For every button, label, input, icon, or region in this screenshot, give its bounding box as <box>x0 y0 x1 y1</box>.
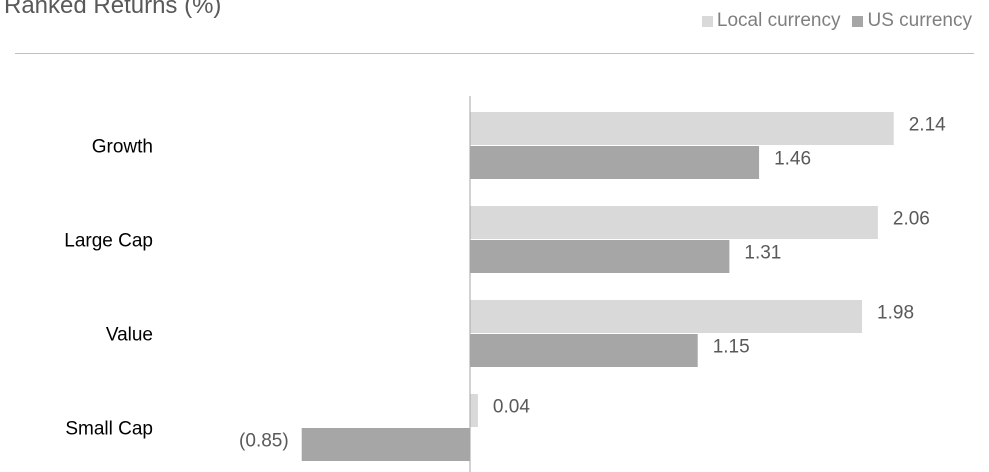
legend-swatch-local <box>701 15 713 27</box>
chart-title: Ranked Returns (%) <box>4 0 222 19</box>
legend-label-local: Local currency <box>716 10 841 31</box>
bar-value-us <box>470 334 698 367</box>
legend-item-us: US currency <box>852 10 972 32</box>
bar-small-cap-local <box>470 394 478 427</box>
value-label-value-local: 1.98 <box>877 303 914 324</box>
bar-growth-local <box>470 112 894 145</box>
bar-value-local <box>470 300 863 333</box>
header-divider <box>15 53 974 54</box>
legend-item-local: Local currency <box>701 10 841 32</box>
value-label-large-cap-us: 1.31 <box>744 243 781 264</box>
legend-label-us: US currency <box>867 10 972 31</box>
legend-swatch-us <box>852 15 864 27</box>
category-label-small-cap: Small Cap <box>65 419 153 440</box>
bar-large-cap-us <box>470 240 730 273</box>
bar-small-cap-us <box>301 428 470 461</box>
bar-large-cap-local <box>470 206 878 239</box>
bar-growth-us <box>470 146 760 179</box>
value-label-small-cap-us: (0.85) <box>239 431 289 452</box>
value-label-value-us: 1.15 <box>713 337 750 358</box>
value-label-small-cap-local: 0.04 <box>493 397 530 418</box>
category-label-large-cap: Large Cap <box>64 231 153 252</box>
category-label-growth: Growth <box>92 137 153 158</box>
value-label-large-cap-local: 2.06 <box>893 209 930 230</box>
value-label-growth-local: 2.14 <box>909 115 946 136</box>
category-label-value: Value <box>106 325 153 346</box>
chart-legend: Local currency US currency <box>701 10 972 32</box>
value-label-growth-us: 1.46 <box>774 149 811 170</box>
